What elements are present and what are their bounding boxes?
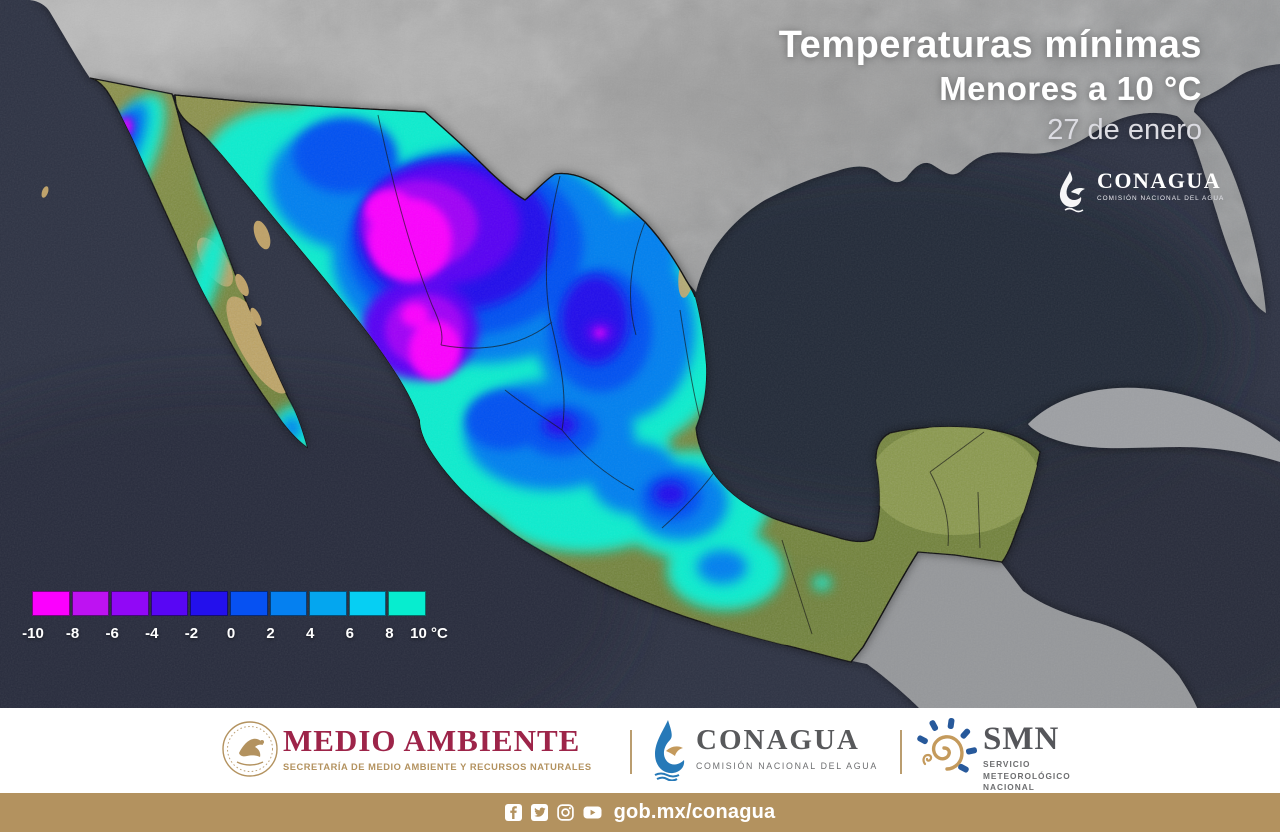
legend-cell: [32, 591, 70, 616]
legend-label: -10: [22, 625, 44, 642]
legend-cell: [309, 591, 347, 616]
instagram-icon[interactable]: [556, 804, 574, 821]
conagua-logo-icon: [654, 720, 685, 781]
medio-ambiente-title: MEDIO AMBIENTE: [283, 723, 581, 758]
legend-label: -6: [105, 625, 119, 642]
gob-mx-url[interactable]: gob.mx/conagua: [613, 801, 776, 823]
legend-cell: [111, 591, 149, 616]
smn-logo: SMN SERVICIO METEOROLÓGICO NACIONAL: [983, 721, 1071, 793]
map-title-block: Temperaturas mínimas Menores a 10 °C 27 …: [779, 26, 1202, 145]
footer-divider: [630, 730, 632, 774]
legend-cell: [388, 591, 426, 616]
smn-subtitle: SERVICIO METEOROLÓGICO NACIONAL: [983, 759, 1071, 792]
smn-title: SMN: [983, 721, 1060, 757]
youtube-icon[interactable]: [583, 804, 602, 821]
watermark-subtitle: COMISIÓN NACIONAL DEL AGUA: [1097, 195, 1225, 202]
mexico-temperature-map: [0, 0, 1280, 710]
legend-label: 0: [226, 625, 236, 642]
mexico-eagle-seal-icon: [222, 721, 278, 777]
map-date: 27 de enero: [1047, 114, 1202, 146]
temperature-legend: -10 -8 -6 -4 -2 0 2 4 6 8 10 °C: [22, 591, 448, 642]
legend-cell: [269, 591, 308, 616]
conagua-title: CONAGUA: [696, 724, 860, 756]
medio-ambiente-logo: MEDIO AMBIENTE SECRETARÍA DE MEDIO AMBIE…: [283, 725, 592, 772]
legend-label: -2: [184, 625, 199, 642]
conagua-watermark: CONAGUA COMISIÓN NACIONAL DEL AGUA: [1058, 170, 1224, 214]
legend-label: 2: [266, 625, 275, 642]
legend-cell: [150, 591, 189, 616]
map-title: Temperaturas mínimas: [778, 24, 1202, 66]
facebook-icon[interactable]: [504, 804, 522, 821]
social-links: [504, 804, 602, 821]
legend-cell: [190, 591, 228, 616]
legend-cell: [348, 591, 387, 616]
medio-ambiente-subtitle: SECRETARÍA DE MEDIO AMBIENTE Y RECURSOS …: [283, 762, 592, 772]
twitter-icon[interactable]: [530, 804, 548, 821]
legend-label: 8: [385, 625, 394, 642]
watermark-name: CONAGUA: [1097, 168, 1222, 193]
legend-label: 4: [306, 625, 315, 642]
legend-label: -4: [145, 625, 159, 642]
conagua-subtitle: COMISIÓN NACIONAL DEL AGUA: [696, 761, 878, 771]
legend-label: 10 °C: [410, 625, 448, 642]
legend-labels: -10 -8 -6 -4 -2 0 2 4 6 8 10 °C: [22, 625, 448, 642]
map-subtitle: Menores a 10 °C: [939, 70, 1202, 107]
legend-color-bar: [32, 591, 434, 616]
legend-label: -8: [65, 625, 80, 642]
footer-divider: [900, 730, 902, 774]
legend-label: 6: [345, 625, 354, 642]
legend-cell: [229, 591, 268, 616]
gov-bottom-bar: gob.mx/conagua: [0, 793, 1280, 832]
institutional-footer: MEDIO AMBIENTE SECRETARÍA DE MEDIO AMBIE…: [0, 708, 1280, 793]
legend-cell: [71, 591, 110, 616]
conagua-watermark-icon: [1059, 171, 1085, 213]
conagua-logo: CONAGUA COMISIÓN NACIONAL DEL AGUA: [696, 724, 878, 772]
smn-logo-icon: [917, 717, 977, 773]
